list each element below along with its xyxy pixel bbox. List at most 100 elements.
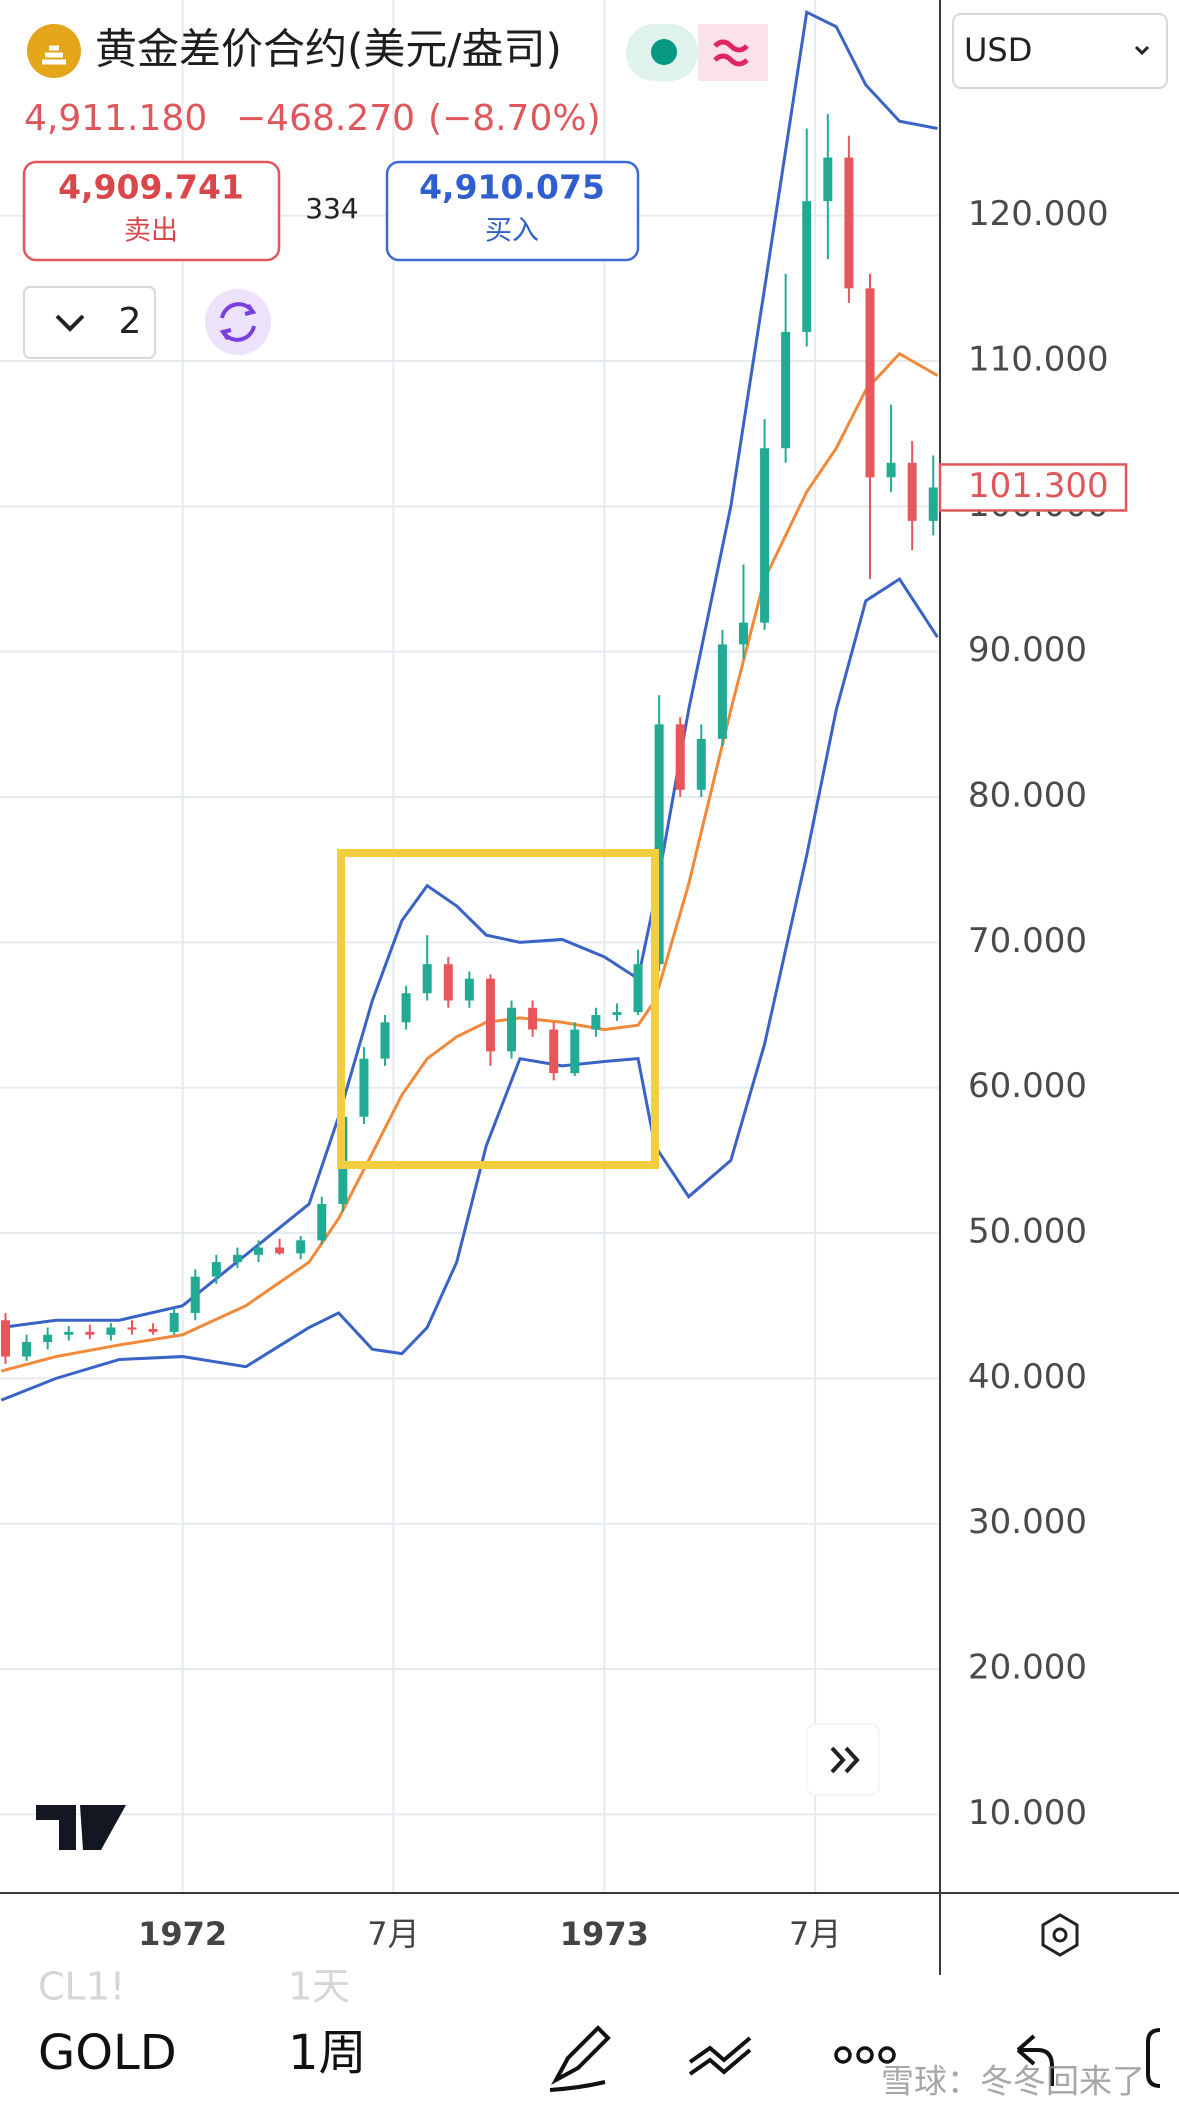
prev-symbol: CL1! <box>38 1965 125 2009</box>
y-tick-label: 80.000 <box>968 776 1087 816</box>
candle-body <box>717 644 727 739</box>
y-tick-label: 60.000 <box>968 1066 1087 1106</box>
candle-body <box>485 978 495 1052</box>
candle-body <box>106 1327 116 1335</box>
sync-button[interactable] <box>205 289 271 355</box>
buy-button[interactable] <box>385 160 640 262</box>
candle-body <box>254 1247 264 1255</box>
market-open-dot <box>651 39 677 65</box>
candle-body <box>675 724 685 790</box>
candle-body <box>844 157 854 289</box>
last-price-tag: 101.300 <box>938 463 1128 512</box>
band-upper <box>1 9 938 1329</box>
double-chevron-icon <box>830 1746 860 1774</box>
currency-dropdown[interactable] <box>952 13 1168 89</box>
x-tick-label: 1973 <box>560 1915 649 1953</box>
last-price: 4,911.180 <box>24 98 207 139</box>
candle-body <box>886 462 896 478</box>
chevron-icon <box>1134 45 1150 56</box>
symbol-title: 黄金差价合约(美元/盎司) <box>95 25 562 74</box>
time-axis: 1972 7月 1973 7月 <box>138 1915 841 1953</box>
candle-body <box>380 1022 390 1059</box>
more-icon <box>856 2046 874 2064</box>
y-tick-label: 20.000 <box>968 1648 1087 1688</box>
candle-body <box>612 1012 622 1016</box>
tv-logo <box>36 1805 126 1850</box>
candle-body <box>317 1203 327 1241</box>
candle-body <box>359 1058 369 1117</box>
candle-body <box>781 331 791 449</box>
buy-label: 买入 <box>485 216 539 247</box>
y-tick-label: 120.000 <box>968 194 1109 234</box>
y-tick-label: 50.000 <box>968 1212 1087 1252</box>
header: 黄金差价合约(美元/盎司) 4,911.180 −468.270 (−8.70%… <box>22 13 1168 359</box>
y-tick-label: 110.000 <box>968 340 1109 380</box>
candle-body <box>570 1029 580 1074</box>
candle-body <box>928 487 938 521</box>
y-tick-label: 70.000 <box>968 921 1087 961</box>
candle-body <box>696 738 706 790</box>
candle-body <box>507 1007 517 1052</box>
symbol[interactable]: GOLD <box>38 2025 177 2081</box>
more-icon[interactable] <box>834 2046 852 2064</box>
settings-icon[interactable] <box>1041 1913 1079 1957</box>
candle-body <box>591 1015 601 1030</box>
y-tick-label: 90.000 <box>968 630 1087 670</box>
candle-body <box>464 978 474 1001</box>
prev-interval: 1天 <box>288 1965 350 2009</box>
candle-body <box>43 1334 53 1343</box>
candle-body <box>190 1276 200 1313</box>
candle-body <box>907 462 917 521</box>
interval[interactable]: 1周 <box>288 2025 367 2081</box>
candle-body <box>127 1327 137 1330</box>
price-change-pct: (−8.70%) <box>428 98 601 139</box>
candle-body <box>654 724 664 965</box>
sell-button[interactable] <box>22 160 281 262</box>
x-tick-label: 1972 <box>138 1915 227 1953</box>
band-middle <box>0 351 939 1373</box>
draw-icon[interactable] <box>549 2025 611 2092</box>
y-tick-label: 10.000 <box>968 1793 1087 1833</box>
candle-body <box>802 201 812 332</box>
layout-count: 2 <box>119 301 142 342</box>
x-tick-label: 7月 <box>789 1915 841 1953</box>
x-tick-label: 7月 <box>367 1915 419 1953</box>
annotation-box <box>337 849 659 1169</box>
bottom-toolbar: CL1! 1天 GOLD 1周 雪球：冬冬回来了 <box>38 1965 1161 2101</box>
fullscreen-icon[interactable] <box>1146 2028 1161 2088</box>
candle-body <box>865 288 875 478</box>
settings-icon-dot <box>1052 1927 1068 1943</box>
candle-body <box>0 1320 10 1357</box>
last-price-box <box>938 463 1128 512</box>
candle-body <box>528 1007 538 1030</box>
layout-dropdown[interactable] <box>23 286 156 359</box>
candle-body <box>401 993 411 1023</box>
indicator-pill <box>698 24 768 81</box>
currency: USD <box>964 31 1032 69</box>
sync-icon <box>219 302 257 342</box>
candle-body <box>64 1331 74 1335</box>
band-lower <box>0 576 939 1402</box>
price-axis: 10.000 20.000 30.000 40.000 50.000 60.000 70.0… <box>968 194 1109 1833</box>
chevron-icon <box>55 314 85 332</box>
undo-icon[interactable] <box>1016 2034 1054 2086</box>
last-price-label: 101.300 <box>968 466 1109 506</box>
sell-label: 卖出 <box>124 216 178 247</box>
candle-body <box>85 1331 95 1335</box>
y-tick-label: 40.000 <box>968 1357 1087 1397</box>
candle-body <box>760 448 770 623</box>
candle-body <box>232 1254 242 1263</box>
symbol-icon-bars <box>42 45 66 65</box>
buy-price: 4,910.075 <box>419 168 605 207</box>
candle-body <box>211 1262 221 1277</box>
candle-body <box>633 964 643 1013</box>
candle-body <box>169 1312 179 1332</box>
candle-body <box>422 964 432 994</box>
symbol-icon <box>27 24 81 78</box>
candle-body <box>148 1328 158 1332</box>
trend-icon[interactable] <box>688 2036 752 2076</box>
spread: 334 <box>305 192 358 225</box>
candle-body <box>738 622 748 645</box>
